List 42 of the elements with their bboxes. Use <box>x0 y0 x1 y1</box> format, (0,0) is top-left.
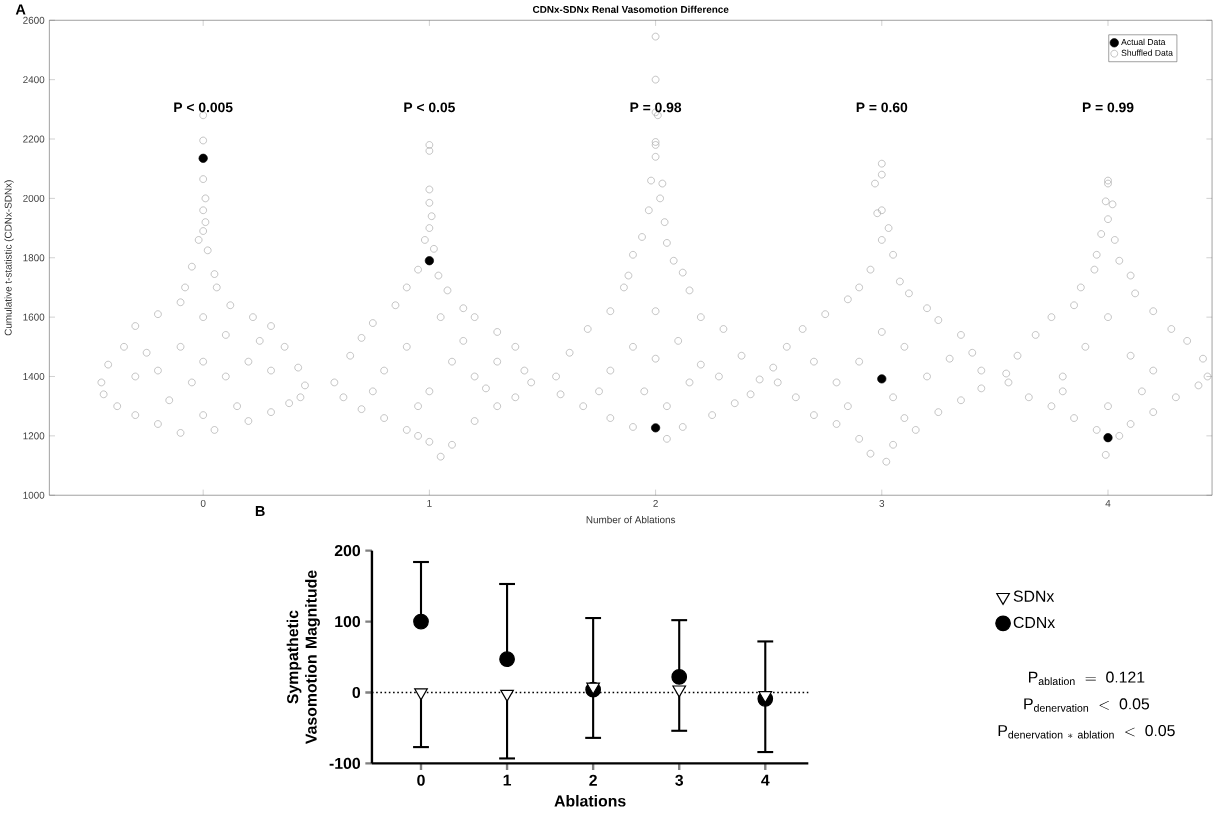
y-tick-label: 2200 <box>23 135 45 143</box>
y-tick-label: 0 <box>352 687 361 699</box>
x-tick-label: 1 <box>503 774 512 786</box>
y-tick-label: 2000 <box>23 195 45 203</box>
annotation: P < 0.005 <box>174 102 233 113</box>
x-tick-label: 4 <box>761 774 770 786</box>
legend-label: CDNx <box>1013 616 1055 629</box>
x-tick-label: 2 <box>653 500 658 507</box>
x-tick-label: 4 <box>1105 500 1111 507</box>
y-tick-label: 1800 <box>23 254 45 262</box>
x-axis-title: Number of Ablations <box>586 516 676 524</box>
x-axis-title: Ablations <box>554 795 626 807</box>
y-axis-title: Cumulative t-statistic (CDNx-SDNx) <box>4 180 14 336</box>
chart-title: CDNx-SDNx Renal Vasomotion Difference <box>532 5 729 14</box>
y-tick-label: 1000 <box>23 491 45 499</box>
text: $\mathrm{P_{ablation}\ =\ 0.121}$ <box>1029 671 1145 686</box>
y-tick-label: 1200 <box>23 432 45 440</box>
text: B <box>255 506 265 517</box>
x-tick-label: 1 <box>427 500 432 507</box>
text: $\mathrm{P_{denervation\ *\ ablation}\ <\ 0.05}$ <box>998 725 1175 739</box>
legend-label: Shuffled Data <box>1121 49 1173 56</box>
x-tick-label: 3 <box>879 500 885 508</box>
y-tick-label: 100 <box>335 616 361 628</box>
text: A <box>15 4 26 15</box>
annotation: P = 0.98 <box>630 102 682 113</box>
annotation: P = 0.99 <box>1082 102 1134 113</box>
x-tick-label: 2 <box>589 774 597 786</box>
legend-label: SDNx <box>1013 590 1055 602</box>
y-tick-label: 200 <box>334 545 361 557</box>
y-tick-label: -100 <box>329 757 361 770</box>
y-tick-label: 2400 <box>23 76 45 84</box>
annotation: P < 0.05 <box>404 102 455 113</box>
x-tick-label: 3 <box>675 774 684 787</box>
x-tick-label: 0 <box>200 500 206 508</box>
x-tick-label: 0 <box>417 774 425 786</box>
y-axis-title: Sympathetic Vasomotion Magnitude <box>286 570 320 745</box>
legend-label: Actual Data <box>1121 38 1166 46</box>
y-tick-label: 2600 <box>23 16 45 24</box>
y-tick-label: 1400 <box>23 373 45 381</box>
text: $\mathrm{P_{denervation}\ <\ 0.05}$ <box>1024 698 1150 712</box>
annotation: P = 0.60 <box>856 102 908 113</box>
y-tick-label: 1600 <box>23 313 45 321</box>
